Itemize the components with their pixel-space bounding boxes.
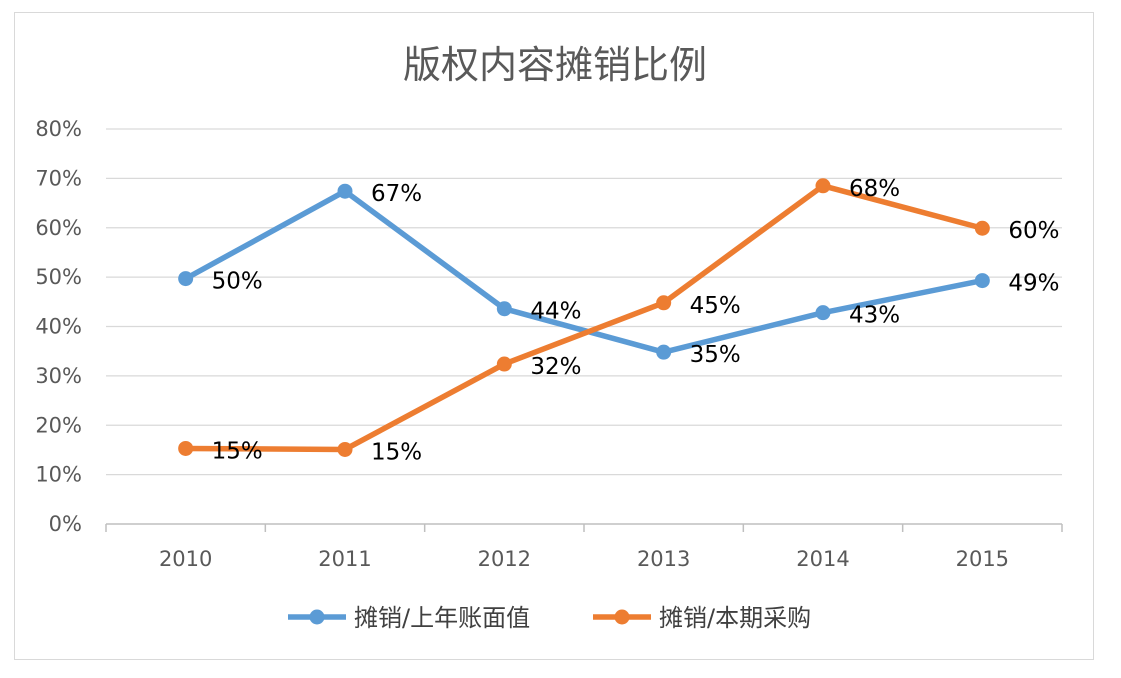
data-point xyxy=(337,183,353,199)
data-label: 60% xyxy=(1008,218,1059,244)
y-tick-label: 10% xyxy=(35,463,82,487)
legend: 摊销/上年账面值 摊销/本期采购 xyxy=(288,604,811,632)
legend-label: 摊销/本期采购 xyxy=(659,604,811,632)
data-point xyxy=(337,441,353,457)
y-tick-label: 60% xyxy=(35,216,82,240)
x-tick-label: 2015 xyxy=(956,547,1009,571)
y-tick-label: 30% xyxy=(35,364,82,388)
legend-label: 摊销/上年账面值 xyxy=(354,604,530,632)
data-point xyxy=(496,301,512,317)
series-line xyxy=(182,188,986,355)
y-tick-label: 20% xyxy=(35,413,82,437)
data-label: 44% xyxy=(530,299,581,325)
x-tick-label: 2012 xyxy=(478,547,531,571)
x-tick-label: 2014 xyxy=(796,547,849,571)
data-labels: 50% 67% 44% 35% 43% 49% 15% 15% 32% 45% 68% 60% xyxy=(212,176,1060,466)
series-lines xyxy=(178,178,990,457)
data-label: 35% xyxy=(690,342,741,368)
data-point xyxy=(815,178,831,194)
data-label: 49% xyxy=(1008,271,1059,297)
data-point xyxy=(656,344,672,360)
y-tick-label: 50% xyxy=(35,265,82,289)
data-point xyxy=(496,356,512,372)
y-tick-label: 80% xyxy=(35,117,82,141)
data-label: 15% xyxy=(371,439,422,465)
data-label: 67% xyxy=(371,181,422,207)
data-label: 15% xyxy=(212,438,263,464)
data-label: 50% xyxy=(212,269,263,295)
chart-title: 版权内容摊销比例 xyxy=(403,43,707,87)
data-label: 43% xyxy=(849,303,900,329)
data-point xyxy=(974,273,990,289)
data-point xyxy=(974,220,990,236)
y-tick-label: 40% xyxy=(35,315,82,339)
legend-item: 摊销/上年账面值 xyxy=(288,604,530,632)
y-tick-label: 0% xyxy=(49,512,82,536)
data-point xyxy=(178,440,194,456)
legend-marker xyxy=(614,609,630,625)
data-label: 45% xyxy=(690,293,741,319)
gridlines xyxy=(106,128,1062,476)
series-line xyxy=(182,183,986,453)
x-tick-label: 2013 xyxy=(637,547,690,571)
legend-item: 摊销/本期采购 xyxy=(593,604,811,632)
axes: 0% 10% 20% 30% 40% 50% 60% 70% 80% 2010 2011 2012 20… xyxy=(35,117,1063,571)
y-tick-label: 70% xyxy=(35,166,82,190)
series-1 xyxy=(178,183,990,360)
legend-marker xyxy=(309,609,325,625)
chart-frame xyxy=(14,12,1094,660)
data-point xyxy=(178,271,194,287)
x-tick-label: 2011 xyxy=(318,547,371,571)
data-point xyxy=(656,295,672,311)
data-label: 32% xyxy=(530,354,581,380)
data-point xyxy=(815,305,831,321)
x-tick-label: 2010 xyxy=(159,547,212,571)
data-label: 68% xyxy=(849,176,900,202)
series-2 xyxy=(178,178,990,457)
